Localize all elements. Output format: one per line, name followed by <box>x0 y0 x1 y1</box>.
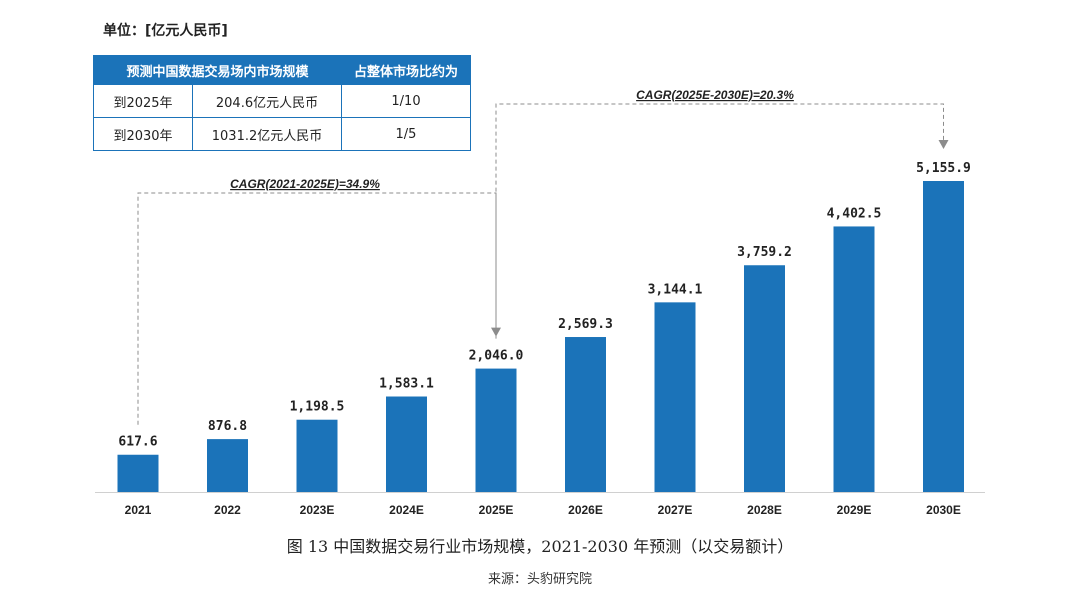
table-header-share: 占整体市场比约为 <box>341 55 471 85</box>
data-label-2021: 617.6 <box>118 435 157 450</box>
bar-2029E <box>833 226 875 492</box>
forecast-table: 预测中国数据交易场内市场规模 占整体市场比约为 到2025年 204.6亿元人民… <box>93 55 471 151</box>
tick-label-2023E: 2023E <box>300 503 335 517</box>
tick-label-2030E: 2030E <box>926 503 961 517</box>
table-row: 到2025年 204.6亿元人民币 1/10 <box>93 84 471 118</box>
cagr-2021-2025-arrowhead <box>491 327 501 337</box>
bar-2030E <box>923 181 964 492</box>
tick-label-2026E: 2026E <box>568 503 603 517</box>
table-cell-share: 1/5 <box>341 117 471 151</box>
data-label-2026E: 2,569.3 <box>558 317 613 332</box>
tick-label-2021: 2021 <box>125 503 152 517</box>
tick-label-2024E: 2024E <box>389 503 424 517</box>
data-label-2029E: 4,402.5 <box>827 206 882 221</box>
source-note: 来源：头豹研究院 <box>487 572 592 587</box>
tick-label-2022: 2022 <box>214 503 241 517</box>
bar-2024E <box>386 396 427 492</box>
data-label-2030E: 5,155.9 <box>916 161 971 176</box>
bar-2021 <box>117 454 159 492</box>
data-label-2028E: 3,759.2 <box>737 245 792 260</box>
tick-label-2028E: 2028E <box>747 503 782 517</box>
table-cell-size: 204.6亿元人民币 <box>192 84 342 118</box>
figure-caption: 图 13 中国数据交易行业市场规模，2021-2030 年预测（以交易额计） <box>286 537 794 556</box>
data-label-2025E: 2,046.0 <box>469 349 524 364</box>
tick-label-2025E: 2025E <box>479 503 514 517</box>
table-row: 到2030年 1031.2亿元人民币 1/5 <box>93 117 471 151</box>
table-cell-year: 到2030年 <box>93 117 193 151</box>
cagr-2025-2030-arrowhead <box>938 140 949 149</box>
table-cell-year: 到2025年 <box>93 84 193 118</box>
unit-label: 单位：[亿元人民币] <box>103 23 228 39</box>
cagr-2021-2025-bracket <box>137 192 497 425</box>
cagr-2025-2030-bracket <box>495 103 944 339</box>
bar-2022 <box>207 439 248 492</box>
table-header-row: 预测中国数据交易场内市场规模 占整体市场比约为 <box>93 55 471 85</box>
tick-label-2029E: 2029E <box>837 503 872 517</box>
data-label-2022: 876.8 <box>208 419 247 434</box>
table-cell-size: 1031.2亿元人民币 <box>192 117 342 151</box>
data-label-2024E: 1,583.1 <box>379 377 434 392</box>
cagr-2021-2025-label: CAGR(2021-2025E)=34.9% <box>230 177 380 191</box>
cagr-2025-2030-label: CAGR(2025E-2030E)=20.3% <box>636 88 794 102</box>
bar-2027E <box>654 302 696 492</box>
bar-2025E <box>475 368 517 492</box>
data-label-2023E: 1,198.5 <box>290 400 345 415</box>
bar-2026E <box>565 337 606 492</box>
data-label-2027E: 3,144.1 <box>648 282 703 297</box>
tick-label-2027E: 2027E <box>658 503 693 517</box>
bar-2028E <box>744 265 785 492</box>
bar-2023E <box>296 419 338 492</box>
